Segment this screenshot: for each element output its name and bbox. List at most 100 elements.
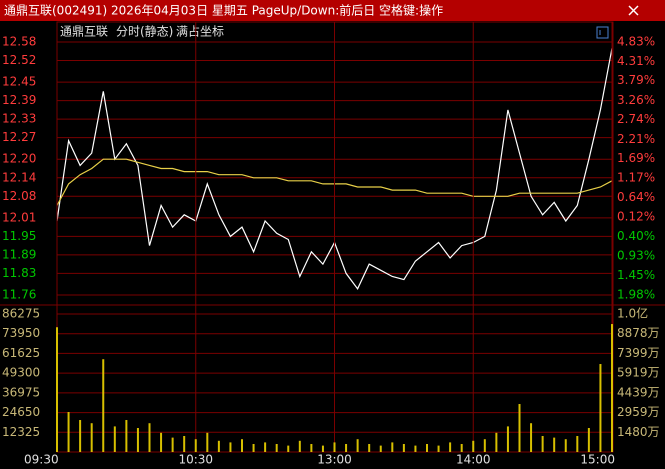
x-tick-label: 13:00 [317, 453, 352, 467]
volume-bar [79, 420, 82, 452]
y-tick-label: 36975 [2, 385, 40, 399]
annotation: 满占坐标 [176, 24, 224, 39]
y-tick-label: 12325 [2, 425, 40, 439]
y-tick-label: 12.08 [2, 189, 36, 203]
volume-bar [518, 404, 521, 452]
volume-bar [460, 444, 463, 452]
title-bar [0, 0, 665, 21]
y2-tick-label: 1.17% [617, 170, 655, 184]
volume-bar [90, 423, 93, 452]
volume-bar [113, 426, 116, 452]
y2-tick-label: 1.98% [617, 288, 655, 302]
volume-bar [530, 423, 533, 452]
y2-tick-label: 1.0亿 [617, 306, 648, 321]
y-tick-label: 11.89 [2, 247, 36, 261]
volume-bar [553, 437, 556, 452]
volume-bar [541, 436, 544, 452]
y2-tick-label: 8878万 [617, 326, 660, 340]
x-tick-label: 15:00 [580, 453, 615, 467]
x-tick-label: 10:30 [178, 453, 213, 467]
volume-bar [414, 445, 417, 452]
y2-tick-label: 7399万 [617, 346, 660, 360]
volume-bar [576, 436, 579, 452]
close-button[interactable] [628, 5, 639, 16]
y2-tick-label: 2.74% [617, 112, 655, 126]
y-tick-label: 86275 [2, 307, 40, 321]
annotation: 分时(静态) [116, 25, 173, 39]
y-tick-label: 12.01 [2, 210, 36, 224]
y-tick-label: 12.20 [2, 152, 36, 166]
volume-bar [183, 436, 186, 452]
volume-bar [171, 437, 174, 452]
volume-bar [287, 445, 290, 452]
y2-tick-label: 4.31% [617, 54, 655, 68]
y-tick-label: 12.52 [2, 53, 36, 67]
y2-tick-label: 2959万 [617, 405, 660, 419]
volume-bar [333, 442, 336, 452]
y-tick-label: 12.14 [2, 170, 36, 184]
y2-tick-label: 0.12% [617, 209, 655, 223]
window-title: 通鼎互联(002491) 2026年04月03日 星期五 PageUp/Down… [4, 3, 443, 18]
y-tick-label: 73950 [2, 326, 40, 340]
volume-bar [564, 439, 567, 452]
volume-bar [217, 440, 220, 452]
volume-bar [449, 442, 452, 452]
y-tick-label: 11.76 [2, 288, 36, 302]
y2-tick-label: 4439万 [617, 385, 660, 399]
y-tick-label: 49300 [2, 366, 40, 380]
y2-tick-label: 0.93% [617, 248, 655, 262]
volume-bar [148, 423, 151, 452]
y2-tick-label: 1.69% [617, 151, 655, 165]
y2-tick-label: 0.64% [617, 190, 655, 204]
chart-title: 通鼎互联 [60, 25, 108, 39]
volume-bar [483, 439, 486, 452]
y-tick-label: 12.39 [2, 93, 36, 107]
x-tick-label: 14:00 [456, 453, 491, 467]
y2-tick-label: 1.45% [617, 268, 655, 282]
volume-bar [345, 444, 348, 452]
y2-tick-label: 4.83% [617, 35, 655, 49]
volume-bar [321, 445, 324, 452]
y-tick-label: 11.95 [2, 229, 36, 243]
y-tick-label: 12.45 [2, 75, 36, 89]
volume-bar [472, 440, 475, 452]
volume-bar [506, 426, 509, 452]
volume-bar [264, 442, 267, 452]
panel-icon[interactable] [596, 26, 609, 39]
volume-bar [194, 439, 197, 452]
volume-bar [275, 444, 278, 452]
volume-bar [229, 442, 232, 452]
volume-bar [379, 445, 382, 452]
volume-bar [67, 412, 70, 452]
volume-bar [56, 327, 58, 452]
volume-bar [125, 420, 128, 452]
y2-tick-label: 3.79% [617, 73, 655, 87]
volume-bar [136, 428, 139, 452]
y-tick-label: 12.33 [2, 112, 36, 126]
y-tick-label: 11.83 [2, 266, 36, 280]
volume-bar [587, 428, 590, 452]
volume-bar [160, 432, 163, 452]
volume-bar [611, 324, 613, 452]
y-tick-label: 12.27 [2, 130, 36, 144]
y2-tick-label: 0.40% [617, 229, 655, 243]
volume-bar [241, 439, 243, 452]
y2-tick-label: 5919万 [617, 366, 660, 380]
volume-bar [102, 359, 105, 452]
volume-bar [252, 444, 255, 452]
volume-bar [402, 444, 405, 452]
y2-tick-label: 2.21% [617, 132, 655, 146]
y-tick-label: 61625 [2, 346, 40, 360]
y-tick-label: 24650 [2, 405, 40, 419]
volume-bar [495, 432, 498, 452]
volume-bar [426, 444, 428, 452]
x-tick-label: 09:30 [24, 453, 59, 467]
volume-bar [599, 364, 602, 452]
volume-bar [298, 440, 301, 452]
volume-bar [206, 432, 209, 452]
volume-bar [368, 444, 371, 452]
volume-bar [310, 444, 313, 452]
volume-bar [391, 442, 394, 452]
